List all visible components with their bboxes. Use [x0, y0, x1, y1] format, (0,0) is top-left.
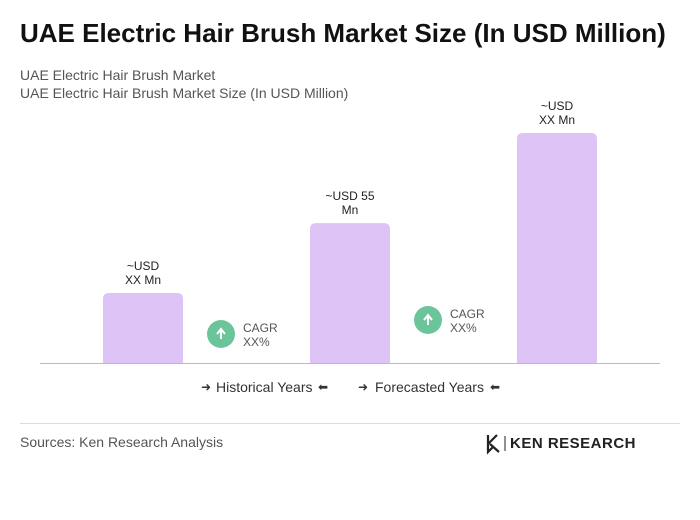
cagr-label: CAGR XX% — [243, 321, 278, 349]
arrow: ➜ — [358, 380, 368, 394]
subtitle: UAE Electric Hair Brush Market Size (In … — [20, 85, 349, 101]
cagr-arrow — [216, 327, 226, 339]
cagr-label: CAGR XX% — [450, 307, 485, 335]
logo: KEN RESEARCH — [510, 435, 637, 452]
cagr-arrow — [423, 313, 433, 325]
bar — [103, 293, 183, 363]
data-label: ~USD XX Mn — [124, 259, 161, 288]
arrow: ➜ — [201, 380, 211, 394]
subtitle: UAE Electric Hair Brush Market — [20, 67, 216, 83]
legend-entry: Forecasted Years — [375, 379, 484, 395]
data-label: ~USD 55 Mn — [325, 189, 375, 218]
logo-icon — [486, 434, 506, 455]
arrow: ⬅ — [490, 380, 500, 394]
legend-entry: Historical Years — [216, 379, 313, 395]
source: Sources: Ken Research Analysis — [20, 434, 224, 450]
chart-title: UAE Electric Hair Brush Market Size (In … — [20, 18, 666, 48]
bar — [517, 133, 597, 363]
bar — [310, 223, 390, 363]
arrow: ⬅ — [318, 380, 328, 394]
data-label: ~USD XX Mn — [538, 99, 575, 127]
